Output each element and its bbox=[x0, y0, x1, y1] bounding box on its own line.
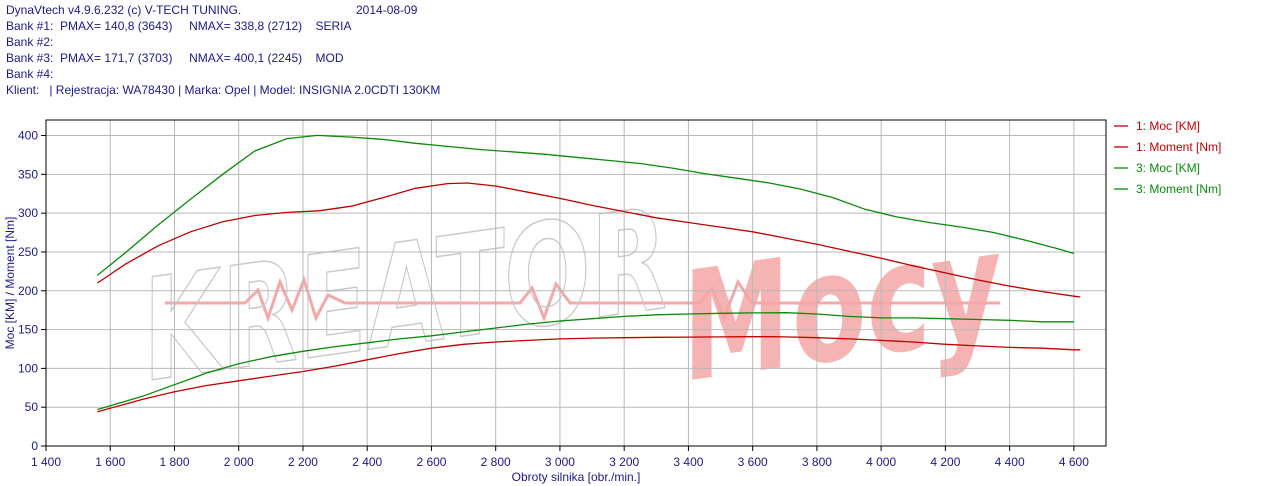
x-tick-label: 3 800 bbox=[802, 455, 832, 469]
y-tick-label: 100 bbox=[18, 361, 38, 375]
bank3-summary: Bank #3: PMAX= 171,7 (3703) NMAX= 400,1 … bbox=[6, 51, 344, 65]
x-tick-label: 1 800 bbox=[159, 455, 189, 469]
y-tick-label: 50 bbox=[25, 400, 39, 414]
legend-label: 3: Moment [Nm] bbox=[1136, 182, 1221, 196]
x-tick-label: 3 000 bbox=[545, 455, 575, 469]
y-tick-label: 200 bbox=[18, 284, 38, 298]
legend: 1: Moc [KM] 1: Moment [Nm] 3: Moc [KM] 3: M… bbox=[1114, 119, 1221, 196]
y-tick-label: 400 bbox=[18, 129, 38, 143]
y-tick-label: 150 bbox=[18, 323, 38, 337]
y-tick-label: 300 bbox=[18, 206, 38, 220]
bank4-summary: Bank #4: bbox=[6, 67, 54, 81]
x-tick-label: 1 600 bbox=[95, 455, 125, 469]
legend-label: 1: Moment [Nm] bbox=[1136, 140, 1221, 154]
x-tick-label: 4 400 bbox=[995, 455, 1025, 469]
legend-label: 1: Moc [KM] bbox=[1136, 119, 1200, 133]
y-axis-label: Moc [KM] / Moment [Nm] bbox=[3, 217, 17, 350]
test-date: 2014-08-09 bbox=[356, 3, 418, 17]
x-tick-label: 2 000 bbox=[224, 455, 254, 469]
series-line-1 bbox=[97, 336, 1081, 413]
bank1-summary: Bank #1: PMAX= 140,8 (3643) NMAX= 338,8 … bbox=[6, 19, 352, 33]
y-tick-label: 0 bbox=[31, 439, 38, 453]
x-tick-label: 3 600 bbox=[738, 455, 768, 469]
client-info: Klient: | Rejestracja: WA78430 | Marka: … bbox=[6, 83, 441, 97]
x-tick-label: 3 200 bbox=[609, 455, 639, 469]
software-version: DynaVtech v4.9.6.232 (c) V-TECH TUNING. bbox=[6, 3, 242, 17]
series-line-4 bbox=[96, 134, 1075, 276]
x-tick-label: 4 200 bbox=[930, 455, 960, 469]
watermark-text-kreator: KREATOR bbox=[132, 178, 680, 413]
x-axis-label: Obroty silnika [obr./min.] bbox=[512, 470, 641, 484]
series-line-2 bbox=[97, 182, 1081, 298]
legend-label: 3: Moc [KM] bbox=[1136, 161, 1200, 175]
x-tick-label: 4 000 bbox=[866, 455, 896, 469]
x-tick-label: 2 600 bbox=[416, 455, 446, 469]
watermark-text-mocy: Mocy bbox=[671, 198, 1017, 415]
y-tick-label: 350 bbox=[18, 167, 38, 181]
x-axis-ticks: 1 400 1 600 1 800 2 000 2 200 2 400 2 600 2 800… bbox=[31, 446, 1089, 469]
y-tick-label: 250 bbox=[18, 245, 38, 259]
x-tick-label: 2 400 bbox=[352, 455, 382, 469]
plot-frame bbox=[45, 119, 1107, 447]
series-line-3 bbox=[97, 312, 1074, 411]
x-tick-label: 3 400 bbox=[673, 455, 703, 469]
bank2-summary: Bank #2: bbox=[6, 35, 54, 49]
series-lines bbox=[96, 134, 1081, 413]
x-tick-label: 1 400 bbox=[31, 455, 61, 469]
watermark-zigzag bbox=[165, 275, 1000, 323]
x-tick-label: 2 800 bbox=[481, 455, 511, 469]
x-tick-label: 4 600 bbox=[1059, 455, 1089, 469]
x-tick-label: 2 200 bbox=[288, 455, 318, 469]
y-axis-ticks: 0 50 100 150 200 250 300 350 400 bbox=[18, 129, 46, 453]
